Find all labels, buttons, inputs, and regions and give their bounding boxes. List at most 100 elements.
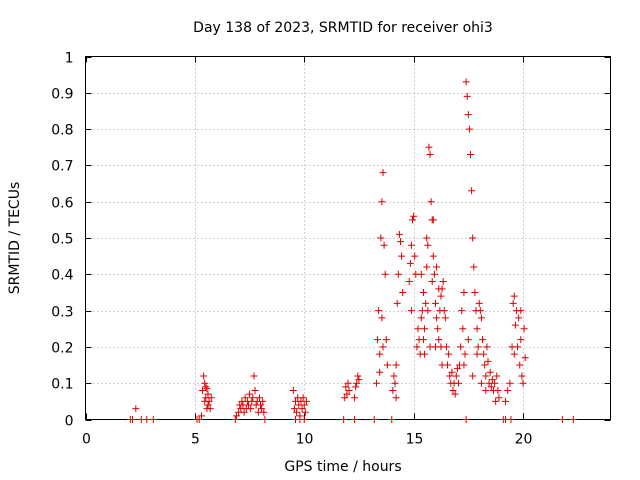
data-point [435,285,443,293]
data-point [201,379,209,387]
x-tick-label: 10 [296,432,314,448]
data-point [379,169,387,177]
data-point [435,336,443,344]
data-point [258,405,266,413]
data-point [204,401,212,409]
data-point [514,343,522,351]
data-point [353,379,361,387]
data-point [290,405,298,413]
data-point [495,394,503,402]
x-tick-label: 5 [191,432,200,448]
data-point [515,314,523,322]
data-point [487,383,495,391]
data-point [451,390,459,398]
y-tick-label: 0.9 [51,87,73,103]
data-point [494,386,502,394]
data-point [483,343,491,351]
data-point [240,408,248,416]
data-point [516,361,524,369]
data-point [458,307,466,315]
data-point [351,394,359,402]
data-point [457,343,465,351]
data-point [405,278,413,286]
y-tick-label: 0.7 [51,159,73,175]
data-point [255,394,263,402]
data-point [519,379,527,387]
y-tick-label: 0.4 [51,268,73,284]
data-point [207,394,215,402]
data-point [558,416,566,423]
y-tick-label: 0.8 [51,123,73,139]
data-point [427,198,435,206]
data-point [428,278,436,286]
data-point [376,368,384,376]
data-point [413,343,421,351]
data-point [460,361,468,369]
data-point [343,390,351,398]
data-point [433,263,441,271]
data-point [410,212,418,220]
data-point [476,307,484,315]
data-point [374,336,382,344]
data-point [440,307,448,315]
data-point [462,416,470,423]
data-point [407,307,415,315]
data-point [449,386,457,394]
data-point [468,187,476,195]
data-point [132,405,140,413]
data-point [409,216,417,224]
data-point [394,270,402,278]
data-point [388,416,396,423]
data-point [231,416,239,423]
data-point [378,198,386,206]
data-point [426,151,434,159]
data-point [469,234,477,242]
data-point [493,372,501,380]
grid-layer [85,56,611,420]
data-point [289,386,297,394]
data-point [351,416,359,423]
data-point [383,361,391,369]
data-point [429,252,437,260]
data-point [502,397,509,405]
x-tick-label: 15 [406,432,424,448]
data-point [260,408,268,416]
data-point [197,412,205,420]
data-point [299,394,307,402]
data-point [434,325,442,333]
y-tick-label: 1 [65,51,74,67]
data-point [257,401,264,409]
data-point [204,390,212,398]
data-point [461,350,469,358]
data-point [517,307,525,315]
data-points [126,78,577,423]
data-point [509,299,517,307]
data-point [470,263,478,271]
data-point [518,372,526,380]
y-tick-label: 0.1 [51,377,73,393]
data-point [370,416,378,423]
data-point [439,278,447,286]
data-point [421,350,429,358]
data-point [300,401,308,409]
y-tick-label: 0 [65,414,74,430]
data-point [464,111,472,119]
data-point [261,416,269,423]
y-axis-label: SRMTID / TECUs [7,182,23,295]
chart-title: Day 138 of 2023, SRMTID for receiver ohi… [193,20,493,36]
data-point [473,350,481,358]
data-point [520,325,528,333]
data-point [517,336,525,344]
data-point [460,288,468,296]
data-point [354,372,362,380]
data-point [342,383,350,391]
data-point [380,241,388,249]
data-point [202,383,210,391]
data-point [399,288,407,296]
data-point [430,270,438,278]
data-point [352,383,360,391]
data-point [465,125,473,133]
data-point [502,416,509,423]
data-point [129,416,137,423]
